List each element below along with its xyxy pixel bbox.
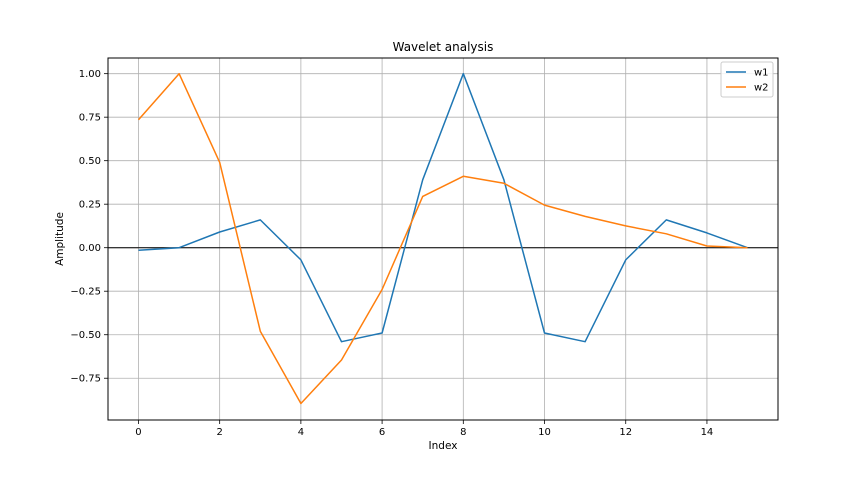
series-line-w2	[137, 72, 748, 405]
y-tick-label: −0.75	[70, 374, 101, 385]
legend-label-w1: w1	[754, 68, 769, 79]
y-tick-label: 0.00	[79, 243, 101, 254]
legend-label-w2: w2	[754, 83, 769, 94]
x-tick-label: 4	[298, 427, 304, 438]
x-tick-label: 14	[701, 427, 714, 438]
legend-box	[720, 61, 774, 98]
y-tick-label: 0.75	[79, 113, 101, 124]
x-axis: 0 2 4 6 8 10 12 14	[135, 420, 713, 438]
series-line-w1	[138, 72, 748, 343]
chart-title: Wavelet analysis	[393, 40, 494, 54]
y-tick-label: 0.50	[79, 156, 101, 167]
y-axis: −0.75 −0.50 −0.25 0.00 0.25 0.50 0.75 1.00	[70, 69, 108, 385]
y-tick-label: 1.00	[79, 69, 101, 80]
y-tick-label: 0.25	[79, 200, 101, 211]
y-axis-label: Amplitude	[54, 212, 66, 266]
y-tick-label: −0.50	[70, 330, 101, 341]
x-tick-label: 6	[379, 427, 385, 438]
x-tick-label: 2	[216, 427, 222, 438]
x-axis-label: Index	[429, 440, 458, 452]
plot-frame	[107, 57, 779, 421]
legend: w1 w2	[720, 61, 774, 98]
grid	[108, 58, 778, 420]
x-tick-label: 8	[460, 427, 466, 438]
x-tick-label: 10	[538, 427, 551, 438]
series-layer	[137, 72, 748, 405]
x-tick-label: 0	[135, 427, 141, 438]
x-tick-label: 12	[619, 427, 632, 438]
y-tick-label: −0.25	[70, 287, 101, 298]
